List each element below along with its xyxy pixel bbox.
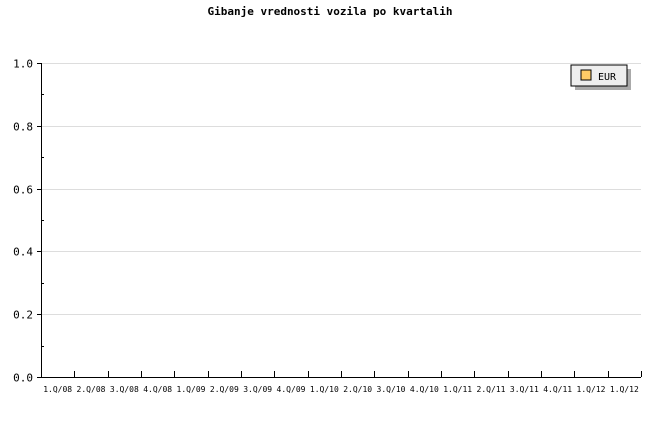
x-tick-label: 3.Q/08 [110,385,139,394]
x-tick-label: 1.Q/11 [443,385,472,394]
x-tick-label: 4.Q/08 [143,385,172,394]
y-tick-label: 0.6 [13,184,33,197]
legend: EUR [570,64,631,90]
x-tick-label: 1.Q/10 [310,385,339,394]
x-tick-label: 3.Q/09 [243,385,272,394]
x-tick-label: 1.Q/12 [577,385,606,394]
x-tick-label: 2.Q/11 [477,385,506,394]
chart-title: Gibanje vrednosti vozila po kvartalih [207,5,452,18]
legend-label-eur: EUR [598,72,617,83]
axes [41,63,641,378]
x-tick-label: 1.Q/12 [610,385,639,394]
x-tick-label: 1.Q/09 [177,385,206,394]
x-tick-label: 4.Q/10 [410,385,439,394]
y-tick-label: 0.2 [13,309,33,322]
x-ticks: 1.Q/08 2.Q/08 3.Q/08 4.Q/08 1.Q/09 2.Q/09 3.Q/… [43,371,642,394]
y-tick-label: 0.0 [13,372,33,385]
grid [41,63,641,315]
x-tick-label: 1.Q/08 [43,385,72,394]
y-ticks: 0.0 0.2 0.4 0.6 0.8 1.0 [13,58,44,385]
legend-swatch-eur [580,69,592,81]
x-tick-label: 2.Q/08 [77,385,106,394]
x-tick-label: 2.Q/09 [210,385,239,394]
y-tick-label: 1.0 [13,58,33,71]
x-tick-label: 3.Q/10 [377,385,406,394]
x-tick-label: 4.Q/09 [277,385,306,394]
y-tick-label: 0.4 [13,246,33,259]
x-tick-label: 4.Q/11 [543,385,572,394]
x-tick-label: 3.Q/11 [510,385,539,394]
y-tick-label: 0.8 [13,121,33,134]
x-tick-label: 2.Q/10 [343,385,372,394]
